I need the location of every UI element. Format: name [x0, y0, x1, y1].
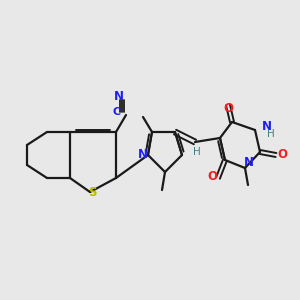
Text: S: S — [88, 187, 96, 200]
Text: C: C — [113, 107, 121, 117]
Text: N: N — [138, 148, 148, 160]
Text: H: H — [193, 147, 201, 157]
Text: N: N — [262, 121, 272, 134]
Text: N: N — [114, 89, 124, 103]
Text: N: N — [244, 157, 254, 169]
Text: O: O — [277, 148, 287, 161]
Text: O: O — [223, 103, 233, 116]
Text: O: O — [207, 169, 217, 182]
Text: H: H — [267, 129, 275, 139]
